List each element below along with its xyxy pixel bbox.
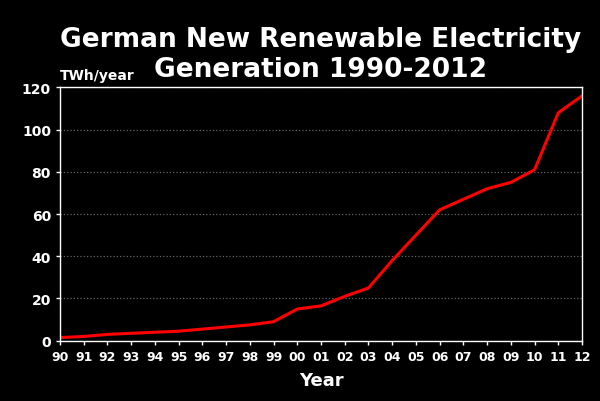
Title: German New Renewable Electricity
Generation 1990-2012: German New Renewable Electricity Generat…	[61, 27, 581, 83]
X-axis label: Year: Year	[299, 371, 343, 389]
Text: TWh/year: TWh/year	[60, 69, 135, 83]
